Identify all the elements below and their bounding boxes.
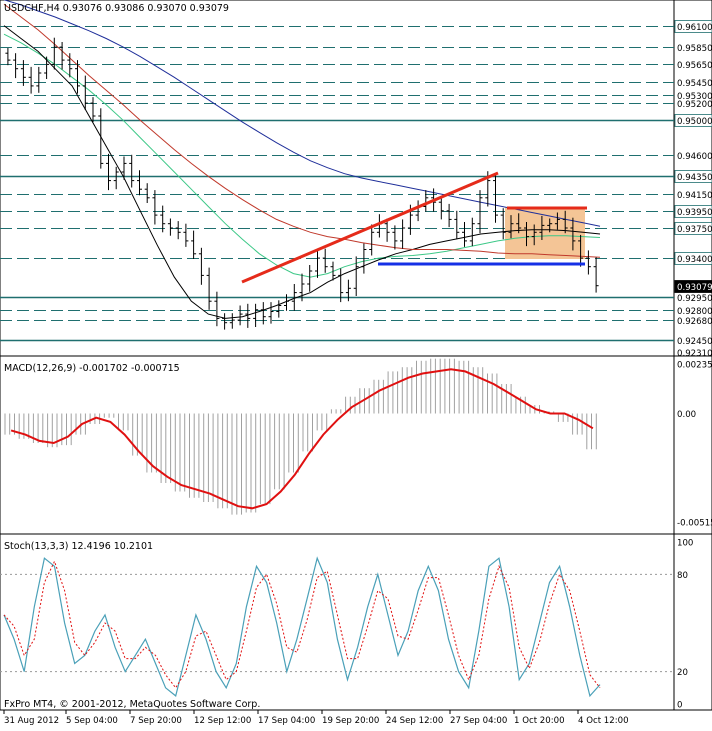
time-axis-label: 27 Sep 04:00 [450,716,507,726]
time-axis-label: 1 Oct 20:00 [514,716,565,726]
price-label-box [674,252,712,265]
stoch-axis-label: 0 [677,701,682,711]
price-label-box [674,170,712,183]
moving-average-line [3,3,601,258]
time-axis-label: 24 Sep 12:00 [386,716,443,726]
time-axis-label: 4 Oct 12:00 [578,716,629,726]
time-axis-label: 5 Sep 04:00 [66,716,118,726]
candles-layer [5,37,599,330]
price-label-box [674,20,712,33]
price-level-label: 0.94150 [677,191,712,201]
price-level-label: 0.95850 [677,44,712,54]
time-axis-layer: 31 Aug 2012 5 Sep 04:00 7 Sep 20:00 12 Sep … [3,710,629,726]
price-level-label: 0.96100 [677,23,712,33]
price-level-label: 0.95450 [677,79,712,89]
price-level-label: 0.93400 [677,255,712,265]
price-level-label: 0.93950 [677,208,712,218]
price-label-box [674,222,712,235]
macd-axis-label: -0.00515 [677,519,712,529]
price-level-label: 0.92950 [677,294,712,304]
rising-trendline [241,171,499,284]
annotations-layer [241,171,587,284]
time-axis-label: 7 Sep 20:00 [130,716,182,726]
symbol-header: USDCHF,H4 0.93076 0.93086 0.93070 0.9307… [4,3,229,14]
stoch-layer: 100 80 20 0 [0,539,693,711]
price-level-label: 0.95650 [677,61,712,71]
price-level-label: 0.93750 [677,225,712,235]
macd-title: MACD(12,26,9) -0.001702 -0.000715 [4,363,180,374]
time-axis-label: 31 Aug 2012 [4,716,59,726]
stoch-title: Stoch(13,3,3) 12.4196 10.2101 [4,541,153,552]
time-axis-label: 19 Sep 20:00 [322,716,379,726]
stoch-axis-label: 100 [677,539,693,549]
time-axis-label: 17 Sep 04:00 [258,716,315,726]
stoch-axis-label: 20 [677,668,688,678]
price-level-label: 0.95200 [677,100,712,110]
price-level-label: 0.92310 [677,349,712,359]
copyright-footer: FxPro MT4, © 2001-2012, MetaQuotes Softw… [4,699,260,710]
price-level-label: 0.94350 [677,173,712,183]
stoch-signal-line [3,560,601,689]
macd-layer: 0.00235 0.00 -0.00515 [4,358,712,529]
stoch-main-line [3,556,601,698]
macd-axis-label: 0.00 [677,410,696,420]
price-panel-frame [0,0,712,357]
price-label-box [674,205,712,218]
price-labels-layer: 0.96100 0.95850 0.95650 0.95450 0.953000.952… [674,20,712,359]
macd-signal-line [10,368,594,510]
price-level-label: 0.92450 [677,337,712,347]
price-level-label: 0.95300 [677,92,712,102]
price-level-label: 0.94600 [677,152,712,162]
price-level-label: 0.93079 [677,283,712,293]
stoch-axis-label: 80 [677,571,688,581]
macd-axis-label: 0.00235 [677,361,712,371]
stoch-panel-frame [0,533,712,711]
moving-average-line [3,0,601,227]
price-level-label: 0.95000 [677,117,712,127]
price-label-box [674,280,712,293]
price-level-label: 0.92800 [677,307,712,317]
price-label-box [674,114,712,127]
macd-panel-frame [0,355,712,535]
price-level-label: 0.92680 [677,317,712,327]
time-axis-label: 12 Sep 12:00 [194,716,251,726]
